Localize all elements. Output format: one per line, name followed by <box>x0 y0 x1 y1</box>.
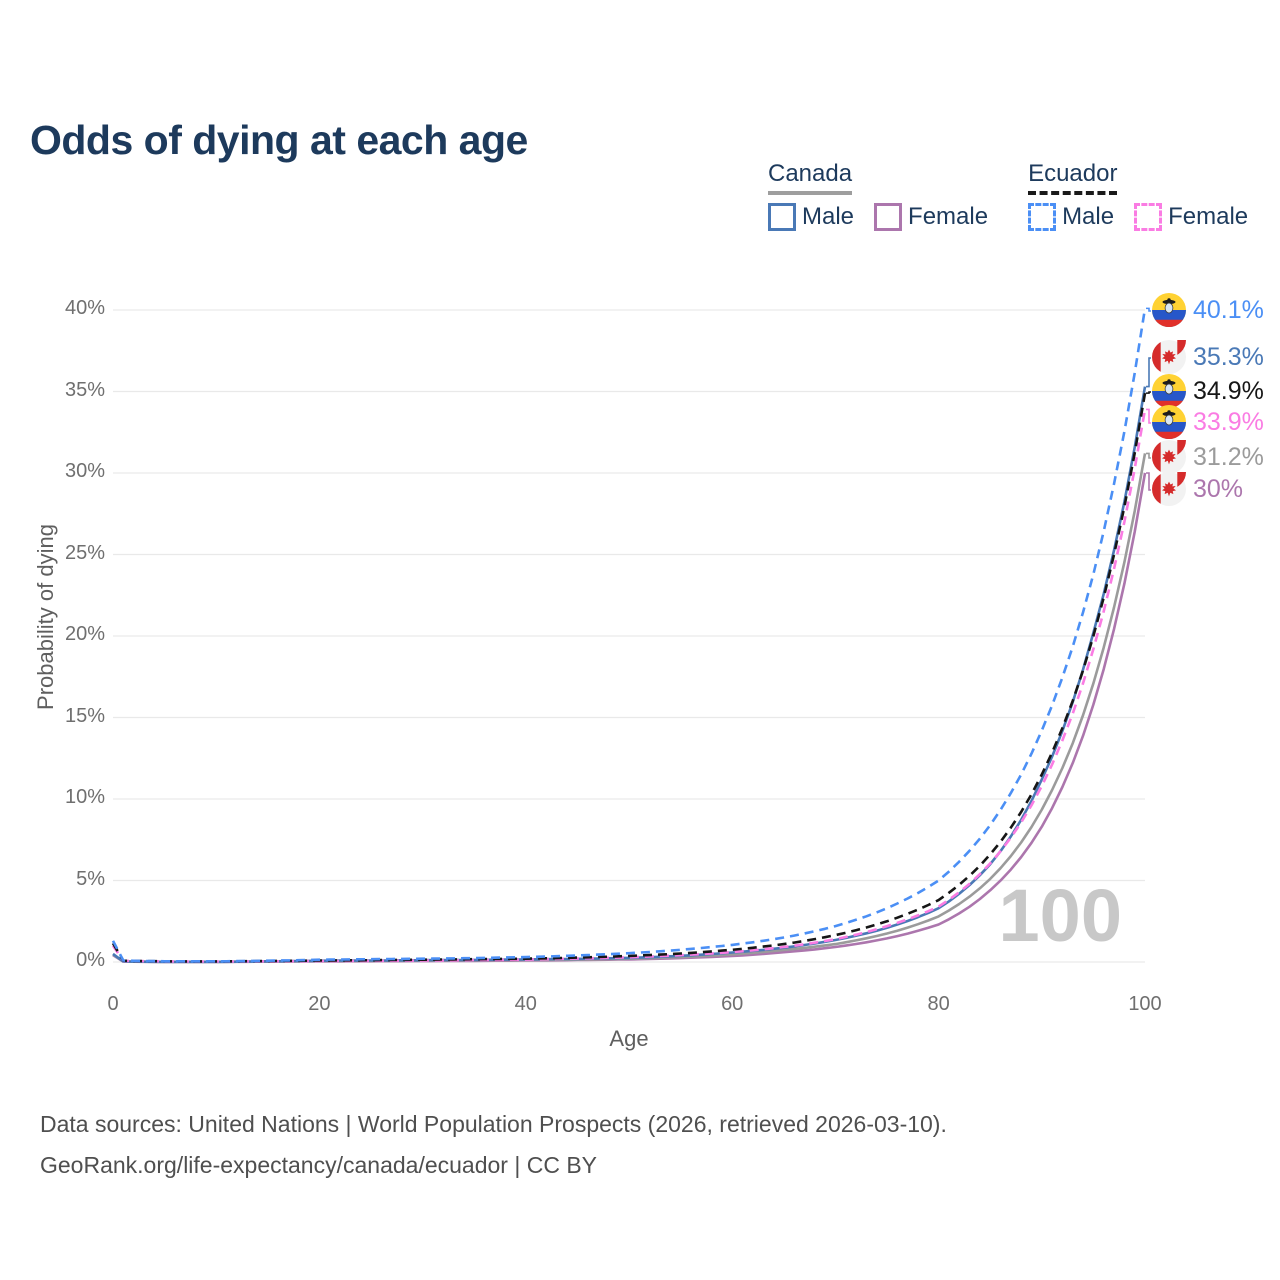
ecuador-female-line-swatch-icon <box>1134 203 1163 231</box>
x-tick-label: 40 <box>514 993 537 1015</box>
legend-item-canada-female[interactable]: Female <box>874 203 988 231</box>
end-label-value: 31.2% <box>1193 442 1264 471</box>
ecuador-male-line-swatch-icon <box>1028 203 1057 231</box>
footer-data-sources: Data sources: United Nations | World Pop… <box>40 1111 947 1137</box>
y-tick-label: 40% <box>64 297 105 319</box>
legend-item-ecuador-male[interactable]: Male <box>1028 203 1114 231</box>
canada-flag-icon <box>1152 340 1186 374</box>
series-line-ecuador-both-sexes[interactable] <box>111 392 1147 963</box>
footer: Data sources: United Nations | World Pop… <box>40 1104 947 1186</box>
y-tick-label: 25% <box>64 541 105 564</box>
y-tick-label: 15% <box>64 704 105 727</box>
ecuador-flag-icon <box>1152 374 1186 408</box>
end-label-value: 30% <box>1193 474 1244 503</box>
legend-item-label: Male <box>802 203 855 230</box>
x-tick-label: 80 <box>927 993 950 1015</box>
legend-country-ecuador[interactable]: Ecuador <box>1028 160 1118 195</box>
series-line-ecuador-male[interactable] <box>111 308 1147 963</box>
x-axis-title: Age <box>609 1026 649 1051</box>
canada-male-line-swatch-icon <box>768 203 796 231</box>
x-tick-label: 0 <box>107 993 119 1015</box>
label-leader-line <box>1146 307 1151 312</box>
legend-item-label: Female <box>1168 203 1249 230</box>
end-label-canada-male: 35.3% <box>1152 340 1264 374</box>
label-leader-line <box>1146 452 1151 459</box>
canada-flag-icon <box>1152 472 1186 506</box>
legend-group-canada: Canada Male Female <box>768 160 988 231</box>
canada-female-line-swatch-icon <box>874 203 903 231</box>
y-tick-label: 10% <box>64 786 105 808</box>
age-watermark: 100 <box>999 874 1122 957</box>
legend-group-ecuador: Ecuador Male Female <box>1028 160 1248 231</box>
end-label-value: 33.9% <box>1193 407 1264 436</box>
legend: Canada Male Female Ecuador Male Female <box>768 160 1248 231</box>
end-label-canada-both-sexes: 31.2% <box>1152 440 1264 474</box>
x-tick-label: 20 <box>308 993 331 1015</box>
end-label-canada-female: 30% <box>1152 472 1243 506</box>
y-tick-label: 35% <box>64 378 105 401</box>
legend-item-canada-male[interactable]: Male <box>768 203 854 231</box>
page-title: Odds of dying at each age <box>30 117 528 164</box>
ecuador-flag-icon <box>1152 293 1186 327</box>
end-label-value: 34.9% <box>1193 376 1264 405</box>
y-tick-label: 5% <box>76 867 105 890</box>
label-leader-line <box>1146 391 1151 394</box>
end-label-value: 35.3% <box>1193 342 1264 371</box>
y-tick-label: 30% <box>64 460 105 482</box>
footer-attribution: GeoRank.org/life-expectancy/canada/ecuad… <box>40 1152 597 1178</box>
x-tick-label: 100 <box>1128 993 1162 1015</box>
y-tick-label: 0% <box>76 949 105 971</box>
canada-flag-icon <box>1152 440 1186 474</box>
y-tick-label: 20% <box>64 623 105 645</box>
end-label-ecuador-female: 33.9% <box>1152 405 1264 439</box>
legend-item-label: Female <box>908 203 989 230</box>
end-label-ecuador-both-sexes: 34.9% <box>1152 374 1264 408</box>
legend-country-canada[interactable]: Canada <box>768 160 853 195</box>
end-label-ecuador-male: 40.1% <box>1152 293 1264 327</box>
label-leader-line <box>1146 408 1151 424</box>
legend-item-ecuador-female[interactable]: Female <box>1134 203 1248 231</box>
ecuador-flag-icon <box>1152 405 1186 439</box>
end-label-value: 40.1% <box>1193 295 1264 324</box>
label-leader-line <box>1146 472 1151 491</box>
x-tick-label: 60 <box>721 993 744 1015</box>
series-line-canada-both-sexes[interactable] <box>112 453 1147 964</box>
label-leader-line <box>1146 357 1151 388</box>
legend-item-label: Male <box>1062 203 1115 230</box>
y-axis-title: Probability of dying <box>33 524 58 710</box>
